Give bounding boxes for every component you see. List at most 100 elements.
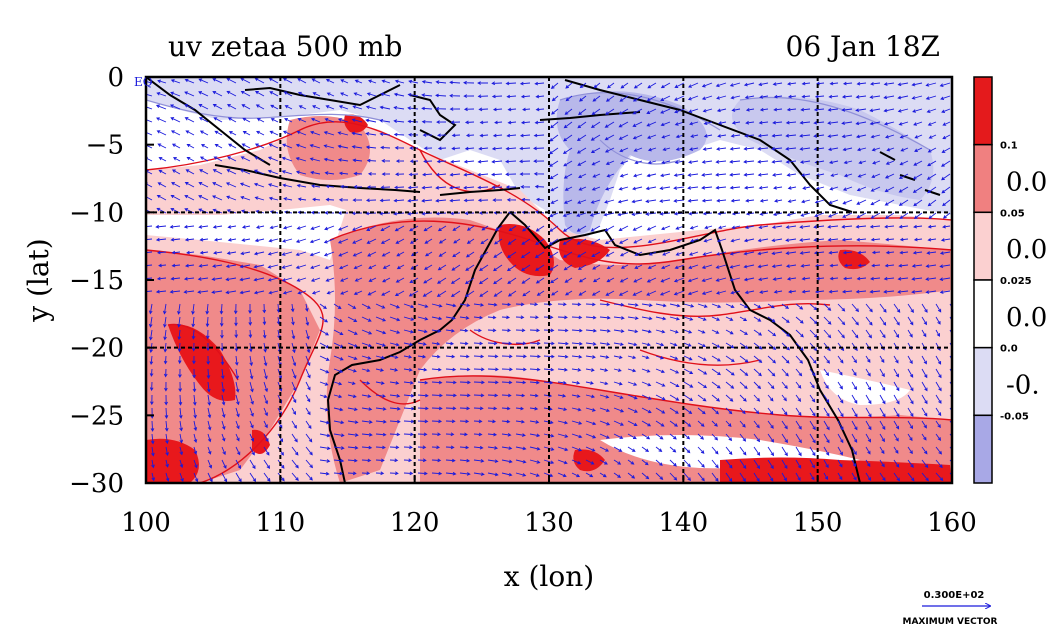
wind-vector [613,329,625,333]
wind-vector [715,160,727,164]
neg-region-east [732,96,934,200]
wind-vector [562,147,573,155]
wind-vector [249,446,255,456]
wind-vector [717,121,727,125]
wind-vector [571,459,582,465]
wind-vector [395,159,405,163]
wind-vector [800,212,811,217]
wind-vector [164,394,168,406]
wind-vector [340,184,349,189]
wind-vector [606,173,615,178]
wind-vector [333,355,344,361]
wind-vector [254,77,265,84]
wind-vector [885,250,895,255]
wind-vector [690,134,699,138]
wind-vector [529,302,539,307]
wind-vector [703,238,713,243]
wind-vector [283,197,293,201]
x-tick-label: 130 [524,508,574,538]
wind-vector [632,95,643,102]
wind-vector [759,212,769,216]
wind-vector [535,238,545,245]
y-tick-label: −5 [86,131,124,161]
wind-vector [423,225,433,232]
wind-vector [884,224,895,229]
wind-vector [337,118,349,123]
wind-vector [291,433,298,443]
wind-vector [557,328,569,333]
x-tick-label: 140 [659,508,709,538]
wind-vector [333,407,344,412]
wind-vector [465,251,475,258]
wind-vector [347,355,358,361]
wind-vector [389,303,400,309]
wind-vector [221,407,226,419]
wind-vector [549,212,559,218]
wind-vector [940,238,951,242]
wind-vector [185,130,195,136]
wind-vector [785,264,797,268]
wind-vector [445,458,456,463]
wind-vector [417,354,427,359]
wind-vector [767,381,775,390]
wind-vector [491,159,503,164]
wind-vector [235,394,240,406]
coastlines [146,77,941,483]
wind-vector [151,459,155,469]
wind-vector [375,407,387,411]
wind-vector [711,381,721,389]
wind-vector [907,420,913,430]
wind-vector [823,459,829,469]
wind-vector [711,342,721,348]
wind-vector [361,420,373,424]
wind-vector [620,82,629,89]
wind-vector [647,160,657,165]
wind-vector [809,433,816,444]
wind-vector [907,446,913,455]
wind-vector [823,381,829,389]
wind-vector [893,394,900,405]
wind-vector [337,158,349,162]
wind-vector [361,342,372,348]
wind-vector [394,290,405,297]
wind-vector [521,277,531,284]
wind-vector [785,160,797,164]
wind-vector [912,173,923,180]
wind-vector [519,133,531,138]
wind-vector [459,406,471,411]
wind-vector [353,92,363,97]
wind-vector [851,446,857,456]
wind-vector [515,472,527,477]
wind-vector [529,328,541,333]
wind-vector [352,251,363,257]
wind-vector [277,420,283,429]
wind-vector [361,368,371,373]
wind-vector [646,121,657,127]
wind-vector [241,104,251,110]
wind-vector [155,289,167,294]
wind-vector [795,303,804,310]
wind-vector [198,182,209,188]
wind-vector [550,121,559,129]
wind-vector [326,290,335,295]
wind-vector [655,329,666,334]
wind-vector [725,381,735,389]
wind-vector [673,186,685,190]
y-tick-label: −10 [69,198,124,228]
wind-vector [403,380,414,385]
wind-vector [408,172,419,177]
wind-vector [207,472,213,483]
wind-vector [367,290,377,296]
colorbar-value-label: 0.0 [1006,303,1047,333]
wind-vector [281,170,293,175]
wind-vector [926,108,937,113]
wind-vector [759,198,769,203]
wind-vector [423,159,433,164]
wind-vector [408,132,419,137]
wind-vector [226,104,237,110]
wind-vector [163,342,168,353]
wind-vector [225,290,237,295]
wind-vector [809,368,816,377]
wind-vector [407,92,419,97]
wind-vector [619,95,629,102]
